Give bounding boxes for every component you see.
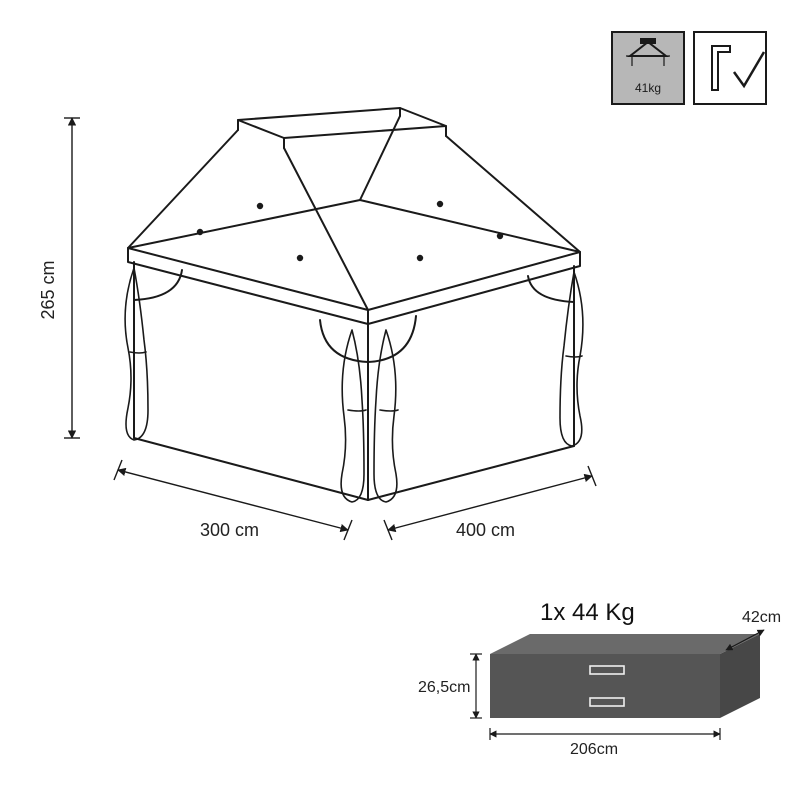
package-illustration: 1x 44 Kg 26,5cm 206cm 42cm: [418, 599, 781, 758]
icon-tool-box: [694, 32, 766, 104]
icon-weight-box: 41kg: [612, 32, 684, 104]
dimension-arrows: [64, 118, 596, 540]
gazebo-depth-label: 300 cm: [200, 520, 259, 540]
package-depth-label: 42cm: [742, 609, 781, 626]
gazebo-illustration: [125, 108, 583, 502]
package-width-label: 206cm: [570, 741, 618, 758]
gazebo-height-label: 265 cm: [38, 260, 58, 319]
gazebo-width-label: 400 cm: [456, 520, 515, 540]
package-title: 1x 44 Kg: [540, 599, 635, 626]
icon-weight-label: 41kg: [635, 81, 661, 95]
package-height-label: 26,5cm: [418, 679, 470, 696]
